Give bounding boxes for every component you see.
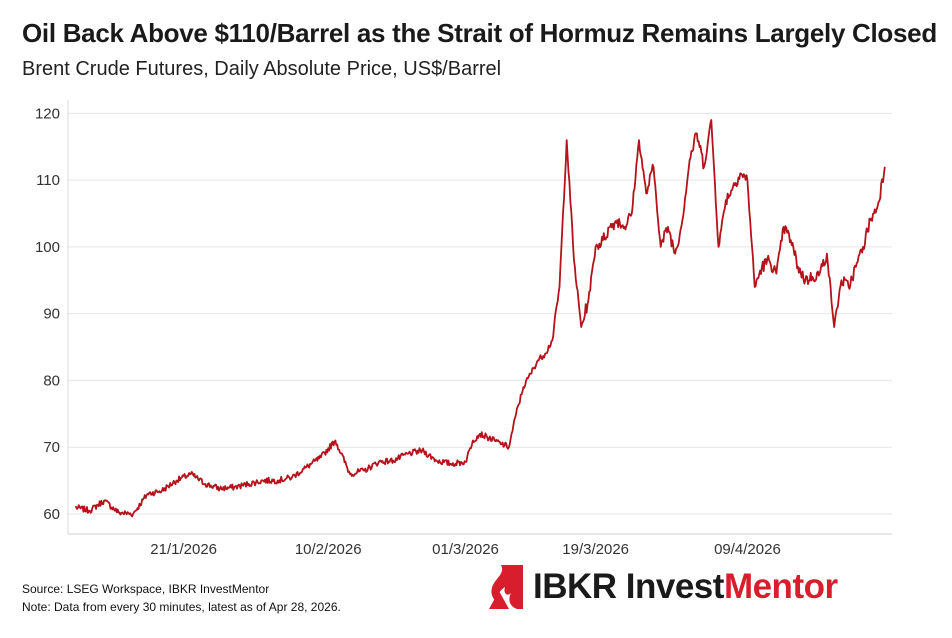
y-tick-label: 100 <box>35 239 60 256</box>
data-note: Note: Data from every 30 minutes, latest… <box>22 600 341 614</box>
x-tick-label: 21/1/2026 <box>150 541 217 558</box>
y-tick-label: 70 <box>43 439 60 456</box>
ibkr-flame-icon <box>489 565 523 609</box>
x-tick-label: 01/3/2026 <box>432 541 499 558</box>
y-tick-label: 110 <box>36 172 60 189</box>
chart-title: Oil Back Above $110/Barrel as the Strait… <box>22 18 937 48</box>
chart-subtitle: Brent Crude Futures, Daily Absolute Pric… <box>22 58 502 80</box>
x-tick-label: 09/4/2026 <box>714 541 781 558</box>
line-chart: 60 70 80 90 100 110 120 21/1/2026 10/2/2026 01/3… <box>35 100 892 558</box>
ibkr-investmentor-logo: IBKR InvestMentor <box>487 563 838 611</box>
brent-price-line <box>74 119 886 518</box>
x-tick-label: 10/2/2026 <box>295 541 362 558</box>
y-tick-label: 120 <box>35 105 60 122</box>
x-tick-label: 19/3/2026 <box>562 541 629 558</box>
y-tick-label: 60 <box>43 506 60 523</box>
y-tick-label: 80 <box>43 372 60 389</box>
logo-text: IBKR InvestMentor <box>533 567 838 607</box>
source-note: Source: LSEG Workspace, IBKR InvestMento… <box>22 582 270 596</box>
y-tick-label: 90 <box>43 306 60 323</box>
logo-text-part2: Mentor <box>723 567 838 606</box>
logo-text-part1: IBKR Invest <box>533 567 724 606</box>
